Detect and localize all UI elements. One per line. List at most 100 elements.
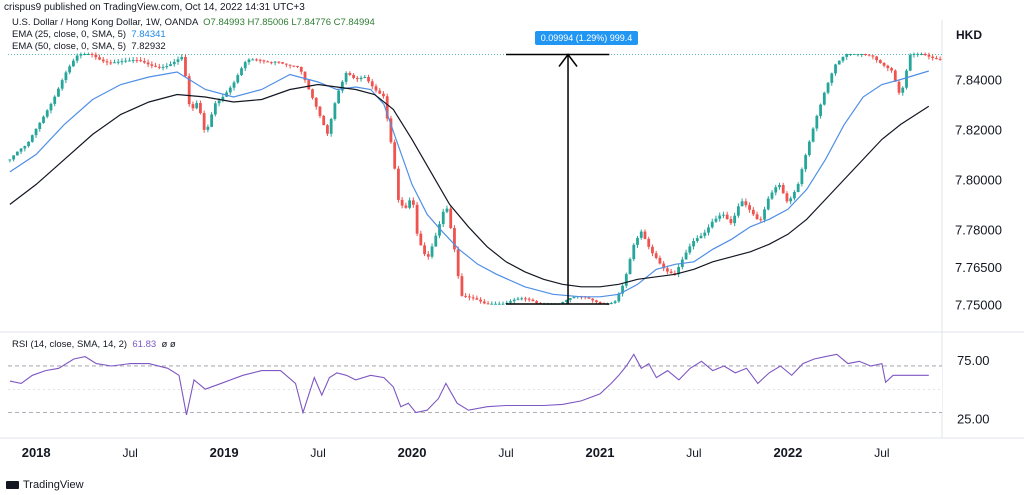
candle-body <box>172 61 176 65</box>
candle-body <box>613 301 617 304</box>
candle-body <box>359 77 363 80</box>
candle-body <box>187 76 191 105</box>
candle-body <box>352 74 355 78</box>
candle-body <box>210 114 214 127</box>
candle-body <box>370 81 374 87</box>
candle-body <box>57 88 60 97</box>
candle-body <box>751 209 755 215</box>
candle-body <box>404 205 408 208</box>
candle-body <box>206 126 210 130</box>
candle-body <box>535 301 539 304</box>
candle-body <box>53 96 57 104</box>
candle-body <box>733 215 737 224</box>
candle-body <box>748 205 751 210</box>
candle-body <box>475 298 479 300</box>
candle-body <box>113 62 116 64</box>
candle-body <box>815 115 819 129</box>
candle-body <box>867 54 871 56</box>
candle-body <box>139 60 143 62</box>
candle-body <box>837 60 841 65</box>
candle-body <box>157 66 161 68</box>
candle-body <box>419 233 423 246</box>
candle-body <box>830 73 834 83</box>
candle-body <box>60 80 64 89</box>
candle-body <box>262 60 266 62</box>
candle-body <box>774 187 778 193</box>
candle-body <box>105 61 109 63</box>
candle-body <box>90 53 94 55</box>
candle-body <box>393 142 397 169</box>
candle-body <box>199 103 202 114</box>
candle-body <box>150 64 154 66</box>
candle-body <box>344 72 348 82</box>
time-tick-label: Jul <box>874 446 889 460</box>
candle-body <box>826 82 830 93</box>
candle-body <box>598 302 602 304</box>
candle-body <box>142 61 146 63</box>
candle-body <box>180 57 184 60</box>
candle-body <box>322 115 326 126</box>
candle-body <box>251 59 255 61</box>
rsi-label: RSI (14, close, SMA, 14, 2) <box>12 339 128 350</box>
candle-body <box>378 90 382 94</box>
candle-body <box>875 56 879 61</box>
candle-body <box>793 192 796 199</box>
candle-body <box>71 60 75 67</box>
candle-body <box>38 122 42 129</box>
candle-body <box>453 228 456 250</box>
candle-body <box>146 62 150 65</box>
candle-body <box>176 59 180 62</box>
time-tick-label: 2018 <box>22 445 51 460</box>
candle-body <box>467 296 471 298</box>
candle-body <box>490 303 494 305</box>
candle-body <box>501 303 505 305</box>
candle-body <box>643 231 647 239</box>
candle-body <box>329 119 333 134</box>
candle-body <box>834 64 837 74</box>
time-tick-label: Jul <box>122 446 137 460</box>
candle-body <box>337 90 341 104</box>
rsi-value: 61.83 <box>132 339 157 350</box>
candle-body <box>228 87 232 93</box>
candle-body <box>905 70 908 88</box>
price-tick-label: 7.80000 <box>955 172 1002 187</box>
candle-body <box>64 72 68 81</box>
candle-body <box>595 300 598 303</box>
candle-body <box>49 103 53 111</box>
symbol-title: U.S. Dollar / Hong Kong Dollar, 1W, OAND… <box>12 17 198 28</box>
candle-body <box>497 303 501 305</box>
candle-body <box>19 148 23 152</box>
candle-body <box>15 151 19 156</box>
candle-body <box>781 184 785 194</box>
candle-body <box>45 110 49 117</box>
candle-body <box>460 276 464 296</box>
candle-body <box>852 53 856 55</box>
candle-body <box>273 61 277 63</box>
candle-body <box>120 61 124 63</box>
candle-body <box>893 70 897 82</box>
candle-body <box>647 238 651 247</box>
measure-callout: 0.09994 (1.29%) 999.4 <box>535 31 638 45</box>
candle-body <box>482 301 486 304</box>
tradingview-footer[interactable]: TradingView <box>6 479 84 491</box>
candle-body <box>901 87 905 93</box>
candle-body <box>94 54 98 58</box>
candle-body <box>213 103 217 115</box>
candle-body <box>23 146 27 149</box>
candle-body <box>766 198 770 210</box>
candle-body <box>916 53 920 55</box>
candle-body <box>389 118 393 143</box>
candle-body <box>591 298 595 301</box>
candle-body <box>662 263 666 269</box>
candle-body <box>348 72 352 75</box>
candle-body <box>30 135 34 142</box>
candle-body <box>243 62 247 69</box>
candle-body <box>131 60 135 62</box>
candle-body <box>707 227 710 233</box>
candle-body <box>658 257 662 264</box>
candle-body <box>314 97 318 107</box>
candle-body <box>296 65 299 67</box>
candle-body <box>184 57 187 77</box>
measure-arrow-head <box>558 53 578 67</box>
candle-body <box>449 208 453 229</box>
